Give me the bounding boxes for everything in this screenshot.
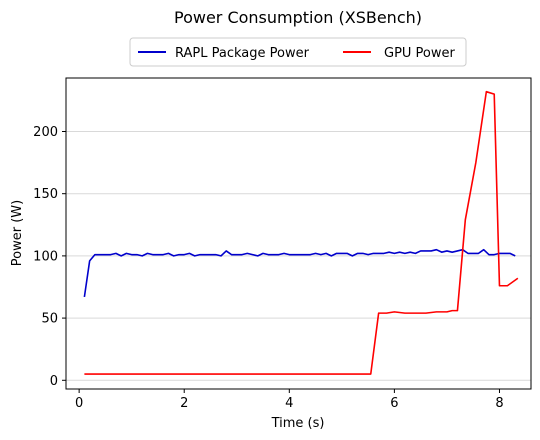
x-tick-label: 2 [180,396,188,411]
y-tick-label: 150 [33,187,58,202]
legend-box [129,37,467,67]
legend-label-gpu: GPU Power [384,46,456,61]
x-tick-label: 4 [285,396,293,411]
x-tick-label: 8 [495,396,503,411]
series-line-rapl [83,248,516,298]
gridlines [66,130,531,381]
plot-area [65,77,532,390]
chart-title: Power Consumption (XSBench) [174,8,422,27]
legend-label-rapl: RAPL Package Power [175,46,310,61]
x-tick-label: 0 [75,396,83,411]
x-tick-label: 6 [390,396,398,411]
y-tick-label: 0 [50,374,58,389]
y-axis-ticks: 0 50 100 150 200 [33,125,66,389]
y-tick-label: 100 [33,249,58,264]
plot-frame [65,77,532,390]
legend: RAPL Package Power GPU Power [129,37,467,67]
series-line-gpu [84,90,519,375]
y-tick-label: 50 [41,312,58,327]
y-tick-label: 200 [33,125,58,140]
y-axis-label: Power (W) [10,200,25,266]
x-axis-ticks: 0 2 4 6 8 [75,389,504,411]
series-lines [83,90,519,375]
x-axis-label: Time (s) [271,416,325,431]
